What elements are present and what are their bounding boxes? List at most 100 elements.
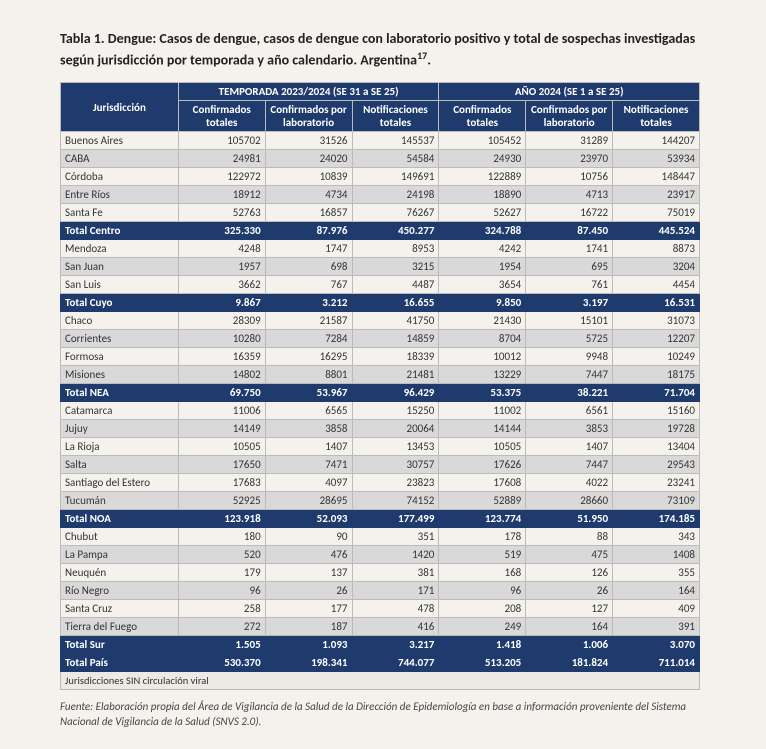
cell-value: 53.967 [265, 384, 352, 402]
cell-value: 9.850 [439, 294, 526, 312]
table-row: Mendoza424817478953424217418873 [61, 240, 700, 258]
cell-jurisdiccion: Chaco [61, 312, 179, 330]
cell-value: 123.774 [439, 510, 526, 528]
cell-value: 96 [439, 582, 526, 600]
cell-value: 208 [439, 600, 526, 618]
col-conf-1: Confirmados totales [178, 101, 265, 132]
cell-jurisdiccion: Chubut [61, 528, 179, 546]
cell-value: 11006 [178, 402, 265, 420]
table-row: San Juan1957698321519546953204 [61, 258, 700, 276]
table-row: Buenos Aires1057023152614553710545231289… [61, 132, 700, 150]
table-row: Corrientes102807284148598704572512207 [61, 330, 700, 348]
cell-value: 1.006 [526, 636, 613, 654]
cell-value: 18912 [178, 186, 265, 204]
footnote-row: Jurisdicciones SIN circulación viral [61, 672, 700, 690]
cell-value: 355 [613, 564, 700, 582]
cell-value: 96.429 [352, 384, 439, 402]
table-row: Neuquén179137381168126355 [61, 564, 700, 582]
table-row: Total Centro325.33087.976450.277324.7888… [61, 222, 700, 240]
cell-value: 23917 [613, 186, 700, 204]
cell-value: 445.524 [613, 222, 700, 240]
table-row: Río Negro96261719626164 [61, 582, 700, 600]
cell-value: 10012 [439, 348, 526, 366]
cell-value: 7471 [265, 456, 352, 474]
cell-value: 1.093 [265, 636, 352, 654]
cell-value: 198.341 [265, 654, 352, 672]
cell-value: 21430 [439, 312, 526, 330]
cell-value: 1.505 [178, 636, 265, 654]
cell-value: 8953 [352, 240, 439, 258]
cell-value: 52627 [439, 204, 526, 222]
cell-value: 16295 [265, 348, 352, 366]
table-row: Córdoba122972108391496911228891075614844… [61, 168, 700, 186]
cell-value: 90 [265, 528, 352, 546]
col-lab-2: Confirmados por laboratorio [526, 101, 613, 132]
cell-value: 9948 [526, 348, 613, 366]
cell-value: 5725 [526, 330, 613, 348]
cell-value: 31073 [613, 312, 700, 330]
cell-value: 519 [439, 546, 526, 564]
cell-value: 144207 [613, 132, 700, 150]
cell-value: 1741 [526, 240, 613, 258]
cell-jurisdiccion: San Juan [61, 258, 179, 276]
cell-jurisdiccion: Total País [61, 654, 179, 672]
cell-value: 14859 [352, 330, 439, 348]
cell-value: 1407 [526, 438, 613, 456]
cell-jurisdiccion: La Pampa [61, 546, 179, 564]
cell-jurisdiccion: Salta [61, 456, 179, 474]
table-row: San Luis3662767448736547614454 [61, 276, 700, 294]
cell-jurisdiccion: Buenos Aires [61, 132, 179, 150]
cell-jurisdiccion: Santa Fe [61, 204, 179, 222]
cell-value: 1420 [352, 546, 439, 564]
cell-value: 75019 [613, 204, 700, 222]
cell-value: 761 [526, 276, 613, 294]
cell-value: 7447 [526, 456, 613, 474]
cell-value: 478 [352, 600, 439, 618]
cell-value: 105452 [439, 132, 526, 150]
cell-value: 767 [265, 276, 352, 294]
cell-value: 69.750 [178, 384, 265, 402]
cell-value: 11002 [439, 402, 526, 420]
cell-value: 17608 [439, 474, 526, 492]
cell-value: 149691 [352, 168, 439, 186]
table-row: Salta1765074713075717626744729543 [61, 456, 700, 474]
cell-value: 31289 [526, 132, 613, 150]
cell-value: 3.197 [526, 294, 613, 312]
table-row: Chaco283092158741750214301510131073 [61, 312, 700, 330]
cell-value: 13229 [439, 366, 526, 384]
cell-jurisdiccion: Corrientes [61, 330, 179, 348]
footnote-cell: Jurisdicciones SIN circulación viral [61, 672, 700, 690]
cell-jurisdiccion: Total Sur [61, 636, 179, 654]
cell-value: 15160 [613, 402, 700, 420]
cell-value: 52889 [439, 492, 526, 510]
cell-value: 28695 [265, 492, 352, 510]
cell-value: 87.450 [526, 222, 613, 240]
cell-value: 3.217 [352, 636, 439, 654]
cell-value: 7284 [265, 330, 352, 348]
cell-value: 41750 [352, 312, 439, 330]
cell-value: 105702 [178, 132, 265, 150]
cell-value: 409 [613, 600, 700, 618]
cell-value: 171 [352, 582, 439, 600]
cell-value: 351 [352, 528, 439, 546]
col-not-2: Notificaciones totales [613, 101, 700, 132]
cell-value: 324.788 [439, 222, 526, 240]
cell-value: 174.185 [613, 510, 700, 528]
title-pre: Tabla 1. Dengue: Casos de dengue, casos … [60, 30, 695, 69]
cell-jurisdiccion: Total Centro [61, 222, 179, 240]
cell-value: 38.221 [526, 384, 613, 402]
cell-value: 416 [352, 618, 439, 636]
cell-value: 3.212 [265, 294, 352, 312]
cell-value: 14144 [439, 420, 526, 438]
cell-value: 7447 [526, 366, 613, 384]
cell-value: 530.370 [178, 654, 265, 672]
cell-value: 53934 [613, 150, 700, 168]
cell-value: 73109 [613, 492, 700, 510]
cell-value: 16.531 [613, 294, 700, 312]
cell-jurisdiccion: Jujuy [61, 420, 179, 438]
cell-value: 13453 [352, 438, 439, 456]
cell-value: 16722 [526, 204, 613, 222]
cell-value: 711.014 [613, 654, 700, 672]
cell-value: 181.824 [526, 654, 613, 672]
cell-value: 87.976 [265, 222, 352, 240]
